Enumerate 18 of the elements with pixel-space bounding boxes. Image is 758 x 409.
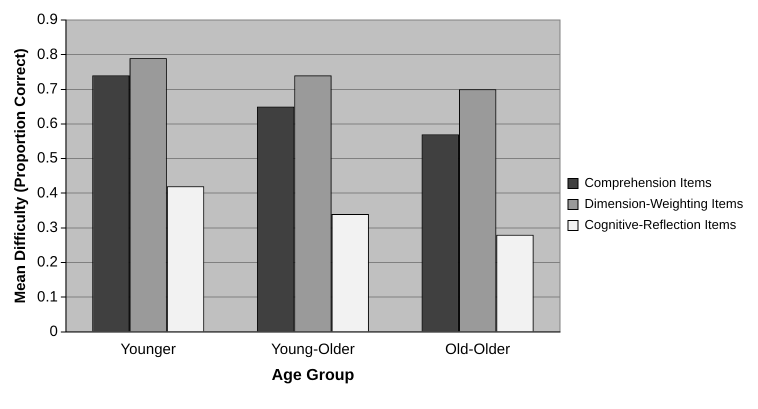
y-tick-label: 0.8 bbox=[36, 46, 58, 63]
y-axis-title: Mean Difficulty (Proportion Correct) bbox=[12, 48, 30, 304]
legend-label: Cognitive-Reflection Items bbox=[584, 217, 737, 232]
x-axis-title: Age Group bbox=[272, 366, 354, 384]
x-tick-label: Old-Older bbox=[445, 340, 510, 358]
y-tick-label: 0.1 bbox=[36, 288, 58, 306]
y-tick-label: 0.7 bbox=[36, 80, 58, 98]
x-tick-label: Younger bbox=[120, 340, 176, 358]
y-tick-label: 0 bbox=[50, 322, 58, 340]
x-tick-label: Young-Older bbox=[271, 340, 355, 358]
legend-label: Comprehension Items bbox=[584, 175, 712, 190]
y-tick-label: 0.4 bbox=[36, 184, 58, 202]
y-tick-label: 0.5 bbox=[36, 150, 58, 167]
y-tick-label: 0.2 bbox=[36, 254, 58, 271]
legend-label: Dimension-Weighting Items bbox=[584, 196, 744, 212]
y-tick-label: 0.6 bbox=[36, 115, 58, 132]
y-tick-label: 0.3 bbox=[36, 219, 58, 236]
y-tick-label: 0.9 bbox=[36, 11, 58, 28]
